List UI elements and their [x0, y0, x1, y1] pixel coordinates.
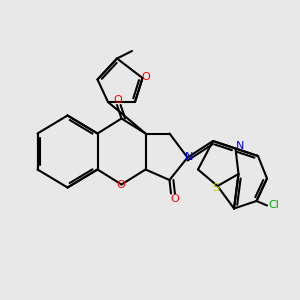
Text: O: O [142, 71, 151, 82]
Text: Cl: Cl [268, 200, 279, 211]
Text: O: O [114, 94, 123, 105]
Text: O: O [116, 180, 125, 190]
Text: N: N [185, 152, 193, 162]
Text: O: O [170, 194, 179, 204]
Text: N: N [236, 141, 244, 151]
Text: S: S [212, 183, 220, 194]
